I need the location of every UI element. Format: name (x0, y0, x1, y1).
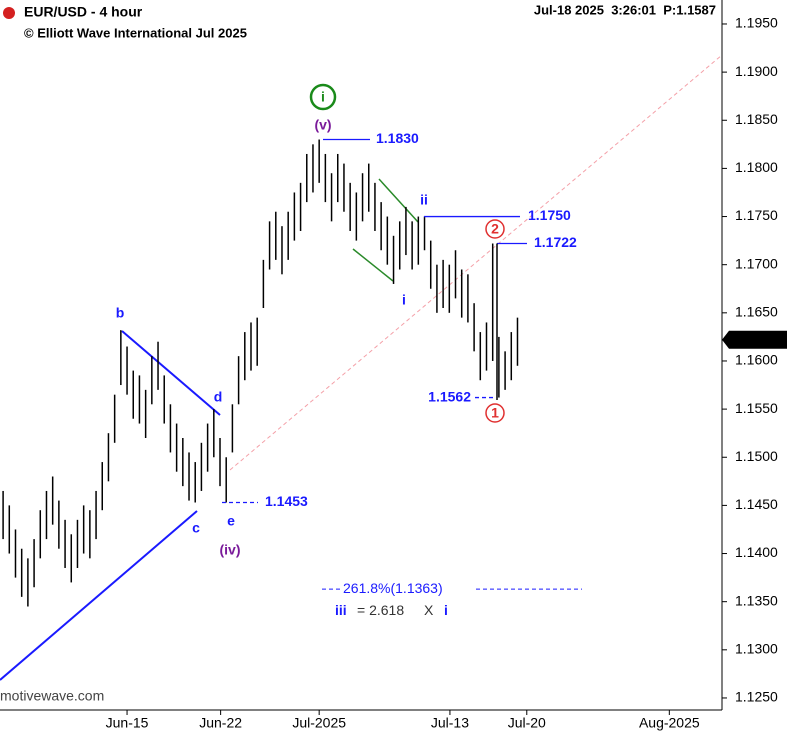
price-label: 1.1750 (528, 207, 571, 223)
price-label: 1.1453 (265, 493, 308, 509)
wave-label: i (321, 89, 325, 105)
wave-label: c (192, 520, 200, 536)
watermark: motivewave.com (0, 688, 104, 704)
chart-title: EUR/USD - 4 hour (24, 4, 143, 20)
projection-note: iii (335, 602, 347, 618)
wave-label: i (402, 292, 406, 308)
projection-note: = 2.618 (357, 602, 404, 618)
price-label: 1.1830 (376, 130, 419, 146)
wave-label: b (116, 305, 125, 321)
header-info: Jul-18 2025 3:26:01 P:1.1587 (534, 2, 716, 17)
y-tick-label: 1.1900 (735, 63, 778, 79)
trendline (0, 510, 198, 681)
y-tick-label: 1.1250 (735, 689, 778, 705)
y-tick-label: 1.1450 (735, 496, 778, 512)
channel-line (378, 178, 419, 223)
y-tick-label: 1.1300 (735, 641, 778, 657)
y-tick-label: 1.1700 (735, 255, 778, 271)
price-label: 1.1722 (534, 234, 577, 250)
status-icon (3, 7, 15, 19)
price-label: 1.1562 (428, 388, 471, 404)
wave-label: d (214, 389, 223, 405)
wave-label: 2 (491, 221, 499, 237)
y-tick-label: 1.1350 (735, 592, 778, 608)
x-tick-label: Jul-20 (508, 715, 546, 731)
trendline (229, 54, 723, 471)
wave-label: (iv) (220, 542, 241, 558)
projection-note: i (444, 602, 448, 618)
y-tick-label: 1.1500 (735, 448, 778, 464)
subtitle: © Elliott Wave International Jul 2025 (24, 25, 247, 40)
x-tick-label: Jun-15 (106, 715, 149, 731)
last-price-box (722, 330, 787, 349)
x-tick-label: Jul-2025 (292, 715, 346, 731)
wave-label: (v) (314, 117, 331, 133)
last-price-label: 1.1622 (735, 330, 778, 346)
channel-line (352, 248, 394, 282)
y-tick-label: 1.1750 (735, 207, 778, 223)
wave-label: 1 (491, 405, 499, 421)
y-tick-label: 1.1950 (735, 15, 778, 31)
y-tick-label: 1.1600 (735, 352, 778, 368)
wave-circle (309, 83, 337, 111)
x-tick-label: Jul-13 (431, 715, 469, 731)
wave-circle (485, 403, 505, 423)
wave-label: e (227, 513, 235, 529)
fib-label: 261.8%(1.1363) (343, 580, 443, 596)
y-tick-label: 1.1400 (735, 544, 778, 560)
trendline (121, 330, 221, 416)
wave-circle (485, 219, 505, 239)
x-tick-label: Aug-2025 (639, 715, 700, 731)
wave-label: ii (420, 192, 428, 208)
y-tick-label: 1.1850 (735, 111, 778, 127)
y-tick-label: 1.1550 (735, 400, 778, 416)
x-tick-label: Jun-22 (199, 715, 242, 731)
projection-note: X (424, 602, 434, 618)
y-tick-label: 1.1800 (735, 159, 778, 175)
y-tick-label: 1.1650 (735, 304, 778, 320)
